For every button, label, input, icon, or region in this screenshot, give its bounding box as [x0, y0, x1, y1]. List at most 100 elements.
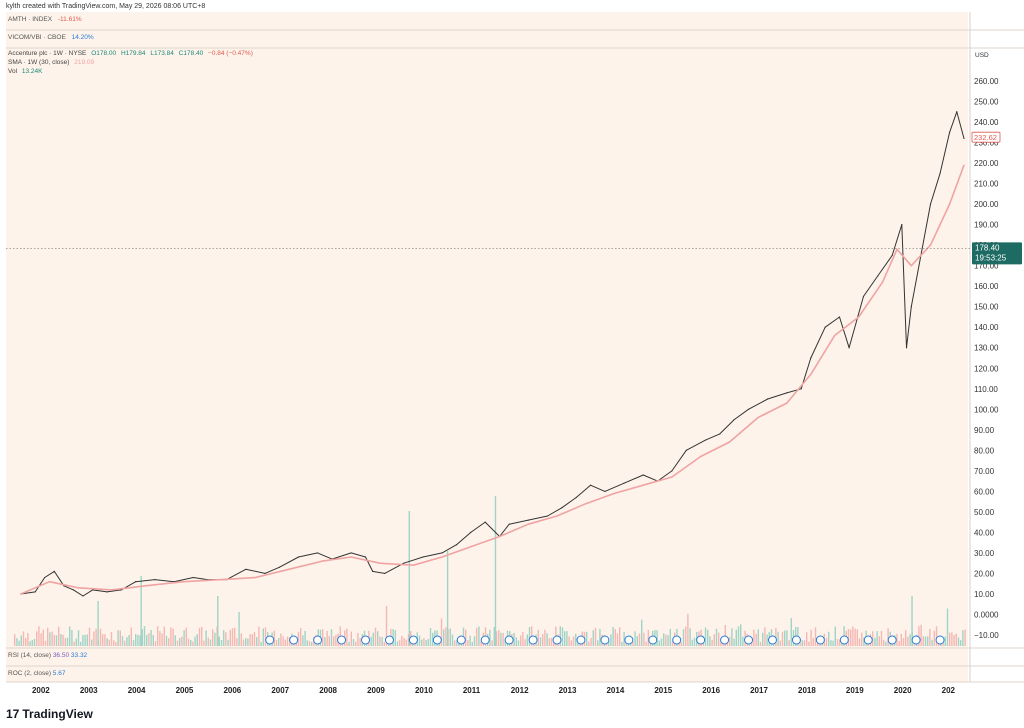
volume-bar	[172, 628, 174, 646]
sma-point	[20, 593, 22, 595]
volume-bar	[489, 629, 491, 646]
volume-bar	[286, 636, 289, 646]
price-point	[278, 566, 280, 568]
volume-bar	[491, 640, 493, 646]
volume-bar	[209, 639, 212, 646]
volume-bar	[306, 640, 308, 646]
volume-bar	[858, 638, 861, 646]
legend-open: O178.00	[91, 50, 117, 57]
volume-bar	[729, 636, 731, 646]
volume-bar	[495, 631, 498, 646]
volume-bar	[75, 638, 77, 646]
volume-spike	[140, 576, 142, 646]
volume-bar	[64, 638, 66, 646]
volume-bar	[62, 634, 64, 646]
price-point	[455, 544, 458, 546]
volume-bar	[808, 641, 810, 646]
volume-bar	[77, 630, 80, 646]
price-point	[364, 556, 367, 558]
volume-bar	[253, 632, 256, 646]
volume-legend: Vol 13.24K	[8, 68, 45, 75]
volume-bar	[902, 637, 905, 646]
legend-low: L173.84	[150, 50, 174, 57]
volume-bar	[812, 637, 814, 646]
price-point	[824, 326, 826, 328]
price-point	[384, 572, 386, 575]
x-tick-label: 2009	[367, 686, 385, 695]
volume-bar	[234, 627, 236, 646]
volume-bar	[834, 626, 836, 646]
index-pane-value: -11.61%	[57, 16, 82, 23]
y-tick-label: 40.00	[974, 528, 995, 537]
volume-bar	[801, 640, 803, 646]
volume-bar	[755, 633, 757, 646]
x-tick-label: 2015	[654, 686, 672, 695]
price-point	[905, 347, 908, 349]
volume-bar	[205, 630, 207, 646]
volume-bar	[597, 640, 599, 646]
volume-bar	[66, 637, 69, 646]
x-tick-label: 2007	[271, 686, 289, 695]
volume-bar	[548, 638, 550, 646]
sma-point	[858, 316, 860, 318]
volume-bar	[385, 605, 388, 646]
legend-close: C178.40	[178, 50, 204, 57]
volume-bar	[944, 636, 946, 646]
roc-label[interactable]: ROC (2, close)	[8, 670, 51, 677]
volume-bar	[946, 608, 949, 646]
tradingview-mark-icon: 17	[6, 707, 20, 721]
volume-bar	[724, 625, 726, 646]
legend-symbol[interactable]: Accenture plc · 1W · NYSE	[8, 50, 87, 57]
volume-bar	[264, 627, 267, 646]
currency-label[interactable]: USD	[975, 52, 989, 59]
sma-point	[48, 581, 51, 583]
volume-bar	[788, 640, 790, 646]
volume-bar	[874, 637, 876, 646]
sma-point	[254, 576, 256, 579]
price-point	[422, 556, 424, 558]
volume-bar	[878, 636, 880, 646]
price-point	[685, 449, 687, 451]
volume-legend-label[interactable]: Vol	[8, 68, 18, 75]
volume-bar	[955, 633, 957, 646]
dividend-event-marker	[289, 635, 299, 645]
volume-bar	[898, 640, 900, 646]
volume-bar	[962, 630, 964, 646]
dividend-event-marker	[672, 635, 682, 645]
volume-bar	[896, 633, 898, 646]
sma-point	[288, 568, 290, 570]
price-point	[546, 515, 549, 517]
dividend-event-marker	[384, 635, 394, 645]
volume-bar	[964, 629, 966, 646]
volume-bar	[616, 633, 619, 646]
price-series-line	[20, 111, 965, 597]
volume-bar	[832, 640, 834, 646]
price-point	[623, 482, 625, 484]
sma-point	[728, 441, 730, 443]
sma-legend-label[interactable]: SMA · 1W (30, close)	[8, 59, 70, 66]
price-point	[733, 418, 735, 421]
volume-bar	[121, 636, 124, 646]
volume-bar	[55, 635, 58, 646]
volume-spike	[97, 601, 99, 646]
volume-bar	[333, 636, 335, 646]
volume-bar	[187, 638, 190, 646]
y-tick-label: 0.0000	[974, 610, 999, 619]
price-point	[34, 591, 36, 593]
volume-bar	[922, 636, 924, 646]
x-tick-label: 2005	[176, 686, 194, 695]
volume-bar	[357, 632, 359, 646]
volume-bar	[176, 640, 179, 646]
sma-point	[379, 562, 381, 564]
countdown-timer: 19:53:25	[975, 253, 1007, 262]
rsi-label[interactable]: RSI (14, close)	[8, 652, 51, 659]
volume-bar	[110, 632, 113, 646]
volume-bar	[498, 629, 500, 646]
volume-bar	[99, 628, 102, 646]
volume-bar	[407, 634, 410, 646]
volume-bar	[737, 626, 740, 646]
tradingview-logo[interactable]: 17 TradingView	[6, 707, 93, 721]
volume-bar	[183, 630, 185, 646]
sma-point	[834, 334, 836, 337]
